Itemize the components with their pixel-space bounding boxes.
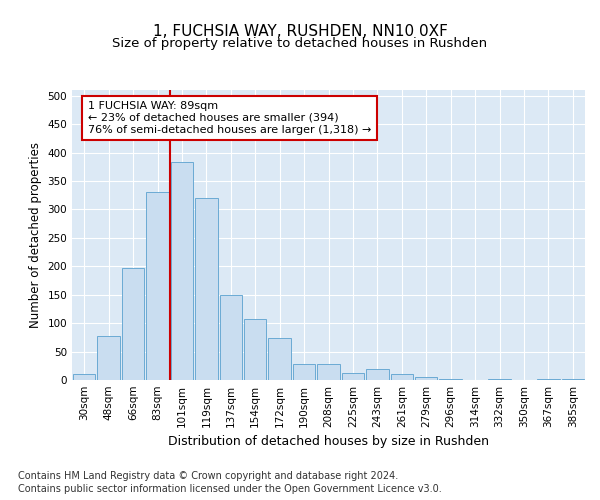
Bar bbox=[341, 372, 364, 380]
Bar bbox=[415, 377, 437, 380]
Y-axis label: Number of detached properties: Number of detached properties bbox=[29, 142, 42, 328]
Bar bbox=[170, 162, 193, 380]
Bar bbox=[122, 268, 145, 380]
Bar bbox=[244, 319, 266, 380]
Bar bbox=[537, 379, 560, 380]
Text: Size of property relative to detached houses in Rushden: Size of property relative to detached ho… bbox=[112, 38, 488, 51]
Bar bbox=[293, 364, 316, 380]
Bar bbox=[97, 336, 120, 380]
Bar bbox=[268, 338, 291, 380]
Text: Contains public sector information licensed under the Open Government Licence v3: Contains public sector information licen… bbox=[18, 484, 442, 494]
Bar bbox=[366, 368, 389, 380]
Text: Contains HM Land Registry data © Crown copyright and database right 2024.: Contains HM Land Registry data © Crown c… bbox=[18, 471, 398, 481]
Text: 1, FUCHSIA WAY, RUSHDEN, NN10 0XF: 1, FUCHSIA WAY, RUSHDEN, NN10 0XF bbox=[152, 24, 448, 38]
Bar bbox=[391, 374, 413, 380]
Text: 1 FUCHSIA WAY: 89sqm
← 23% of detached houses are smaller (394)
76% of semi-deta: 1 FUCHSIA WAY: 89sqm ← 23% of detached h… bbox=[88, 102, 371, 134]
Bar bbox=[73, 374, 95, 380]
Bar bbox=[488, 379, 511, 380]
Bar bbox=[562, 379, 584, 380]
Bar bbox=[146, 192, 169, 380]
Bar bbox=[439, 379, 462, 380]
Bar bbox=[195, 198, 218, 380]
Bar bbox=[317, 364, 340, 380]
Bar bbox=[220, 294, 242, 380]
X-axis label: Distribution of detached houses by size in Rushden: Distribution of detached houses by size … bbox=[168, 436, 489, 448]
